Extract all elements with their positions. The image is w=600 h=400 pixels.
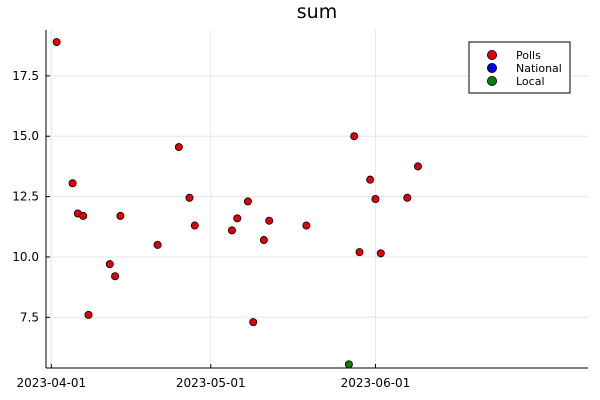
x-tick-label: 2023-06-01 [341,376,411,390]
chart-title: sum [297,1,337,23]
data-point-polls [403,193,412,202]
data-point-polls [371,194,380,203]
y-tick-label: 7.5 [20,310,39,324]
data-point-polls [265,216,274,225]
tick-labels: 2023-04-01 2023-05-01 2023-06-01 7.5 10.0 12.… [12,69,410,390]
legend-marker-national [486,63,497,74]
data-point-polls [79,211,88,220]
data-point-polls [350,132,359,141]
legend-marker-local [486,76,497,87]
x-tick-label: 2023-04-01 [16,376,86,390]
legend-box [468,41,571,94]
data-point-polls [366,175,375,184]
data-point-polls [185,193,194,202]
data-point-polls [233,214,242,223]
axes [45,30,588,369]
y-tick-label: 15.0 [12,129,39,143]
x-tick-label: 2023-05-01 [176,376,246,390]
legend-label-polls: Polls [516,49,541,62]
data-point-polls [52,38,61,47]
data-point-polls [84,310,93,319]
legend-label-national: National [516,62,562,75]
data-point-polls [111,272,120,281]
data-point-polls [68,179,77,188]
data-point-local [344,360,353,369]
data-point-polls [153,240,162,249]
data-point-polls [227,226,236,235]
data-point-polls [376,249,385,258]
legend-marker-polls [486,50,497,61]
data-point-polls [243,197,252,206]
y-tick-label: 17.5 [12,69,39,83]
data-point-polls [190,221,199,230]
data-point-polls [413,162,422,171]
legend-label-local: Local [516,75,545,88]
data-point-polls [105,260,114,269]
data-point-polls [259,236,268,245]
y-tick-label: 10.0 [12,250,39,264]
data-point-polls [355,248,364,257]
data-point-polls [249,318,258,327]
data-points [52,38,422,369]
data-point-polls [174,143,183,152]
data-point-polls [116,211,125,220]
y-tick-label: 12.5 [12,190,39,204]
data-point-polls [302,221,311,230]
